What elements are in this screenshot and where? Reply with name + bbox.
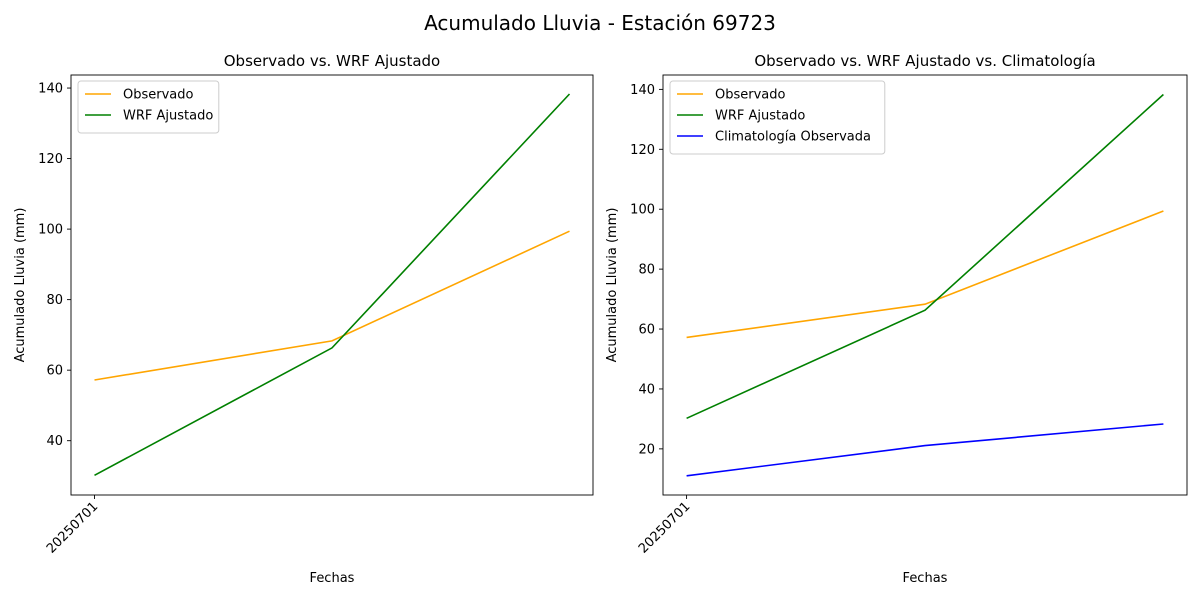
y-axis-label: Acumulado Lluvia (mm) <box>13 208 28 363</box>
legend: Observado WRF Ajustado Climatología Observ… <box>669 80 886 155</box>
legend-entry: Observado <box>715 88 786 103</box>
y-tick-label: 140 <box>38 82 63 97</box>
legend: Observado WRF Ajustado <box>77 80 220 134</box>
x-axis-label: Fechas <box>903 571 948 586</box>
series-line-climatolog-a-observada <box>686 423 1164 477</box>
chart-1: Observado vs. WRF Ajustado 40 60 80 100 120 14… <box>13 52 594 586</box>
legend-entry: WRF Ajustado <box>715 109 805 124</box>
y-tick-label: 100 <box>630 203 655 218</box>
legend-entry: Climatología Observada <box>715 130 871 145</box>
legend-box <box>77 80 220 134</box>
y-tick-label: 100 <box>38 223 63 238</box>
y-tick-label: 80 <box>46 293 63 308</box>
y-tick-label: 60 <box>46 364 63 379</box>
x-tick-label: 20250701 <box>636 499 693 556</box>
series-line-observado <box>686 210 1164 339</box>
y-tick-label: 120 <box>630 143 655 158</box>
y-tick-label: 40 <box>46 434 63 449</box>
figure-title: Acumulado Lluvia - Estación 69723 <box>424 11 776 35</box>
y-tick-label: 120 <box>38 152 63 167</box>
series-line-wrf-ajustado <box>94 93 571 477</box>
axes-frame <box>70 74 594 496</box>
x-axis-label: Fechas <box>310 571 355 586</box>
y-tick-label: 40 <box>638 382 655 397</box>
axes-frame <box>662 74 1188 496</box>
chart-title: Observado vs. WRF Ajustado vs. Climatolo… <box>754 52 1095 70</box>
legend-box <box>669 80 886 155</box>
y-tick-label: 60 <box>638 323 655 338</box>
y-tick-label: 140 <box>630 83 655 98</box>
legend-entry: WRF Ajustado <box>123 109 213 124</box>
chart-title: Observado vs. WRF Ajustado <box>224 52 440 70</box>
y-tick-label: 80 <box>638 263 655 278</box>
y-tick-label: 20 <box>638 442 655 457</box>
x-tick-label: 20250701 <box>44 499 101 556</box>
y-axis-label: Acumulado Lluvia (mm) <box>605 208 620 363</box>
series-line-wrf-ajustado <box>686 93 1164 420</box>
legend-entry: Observado <box>123 88 194 103</box>
chart-2: Observado vs. WRF Ajustado vs. Climatolo… <box>605 52 1188 586</box>
series-line-observado <box>94 230 570 381</box>
